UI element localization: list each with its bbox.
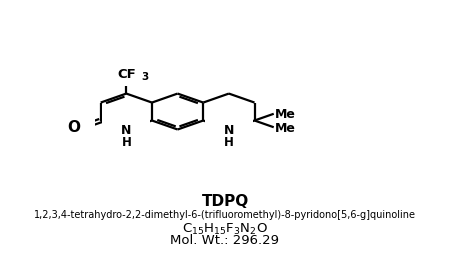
Text: $\mathregular{C_{15}H_{15}F_{3}N_{2}O}$: $\mathregular{C_{15}H_{15}F_{3}N_{2}O}$ <box>182 221 268 236</box>
Text: Me: Me <box>275 108 296 121</box>
Text: N: N <box>121 123 131 136</box>
Text: CF: CF <box>117 67 136 80</box>
Text: Me: Me <box>275 121 296 134</box>
Text: Mol. Wt.: 296.29: Mol. Wt.: 296.29 <box>171 234 279 247</box>
Text: O: O <box>67 120 80 135</box>
Text: 1,2,3,4-tetrahydro-2,2-dimethyl-6-(trifluoromethyl)-8-pyridono[5,6-g]quinoline: 1,2,3,4-tetrahydro-2,2-dimethyl-6-(trifl… <box>34 210 416 219</box>
Text: H: H <box>122 136 131 149</box>
Text: H: H <box>224 136 234 149</box>
Text: 3: 3 <box>142 72 149 82</box>
Text: N: N <box>224 123 234 136</box>
Text: TDPQ: TDPQ <box>202 193 248 208</box>
